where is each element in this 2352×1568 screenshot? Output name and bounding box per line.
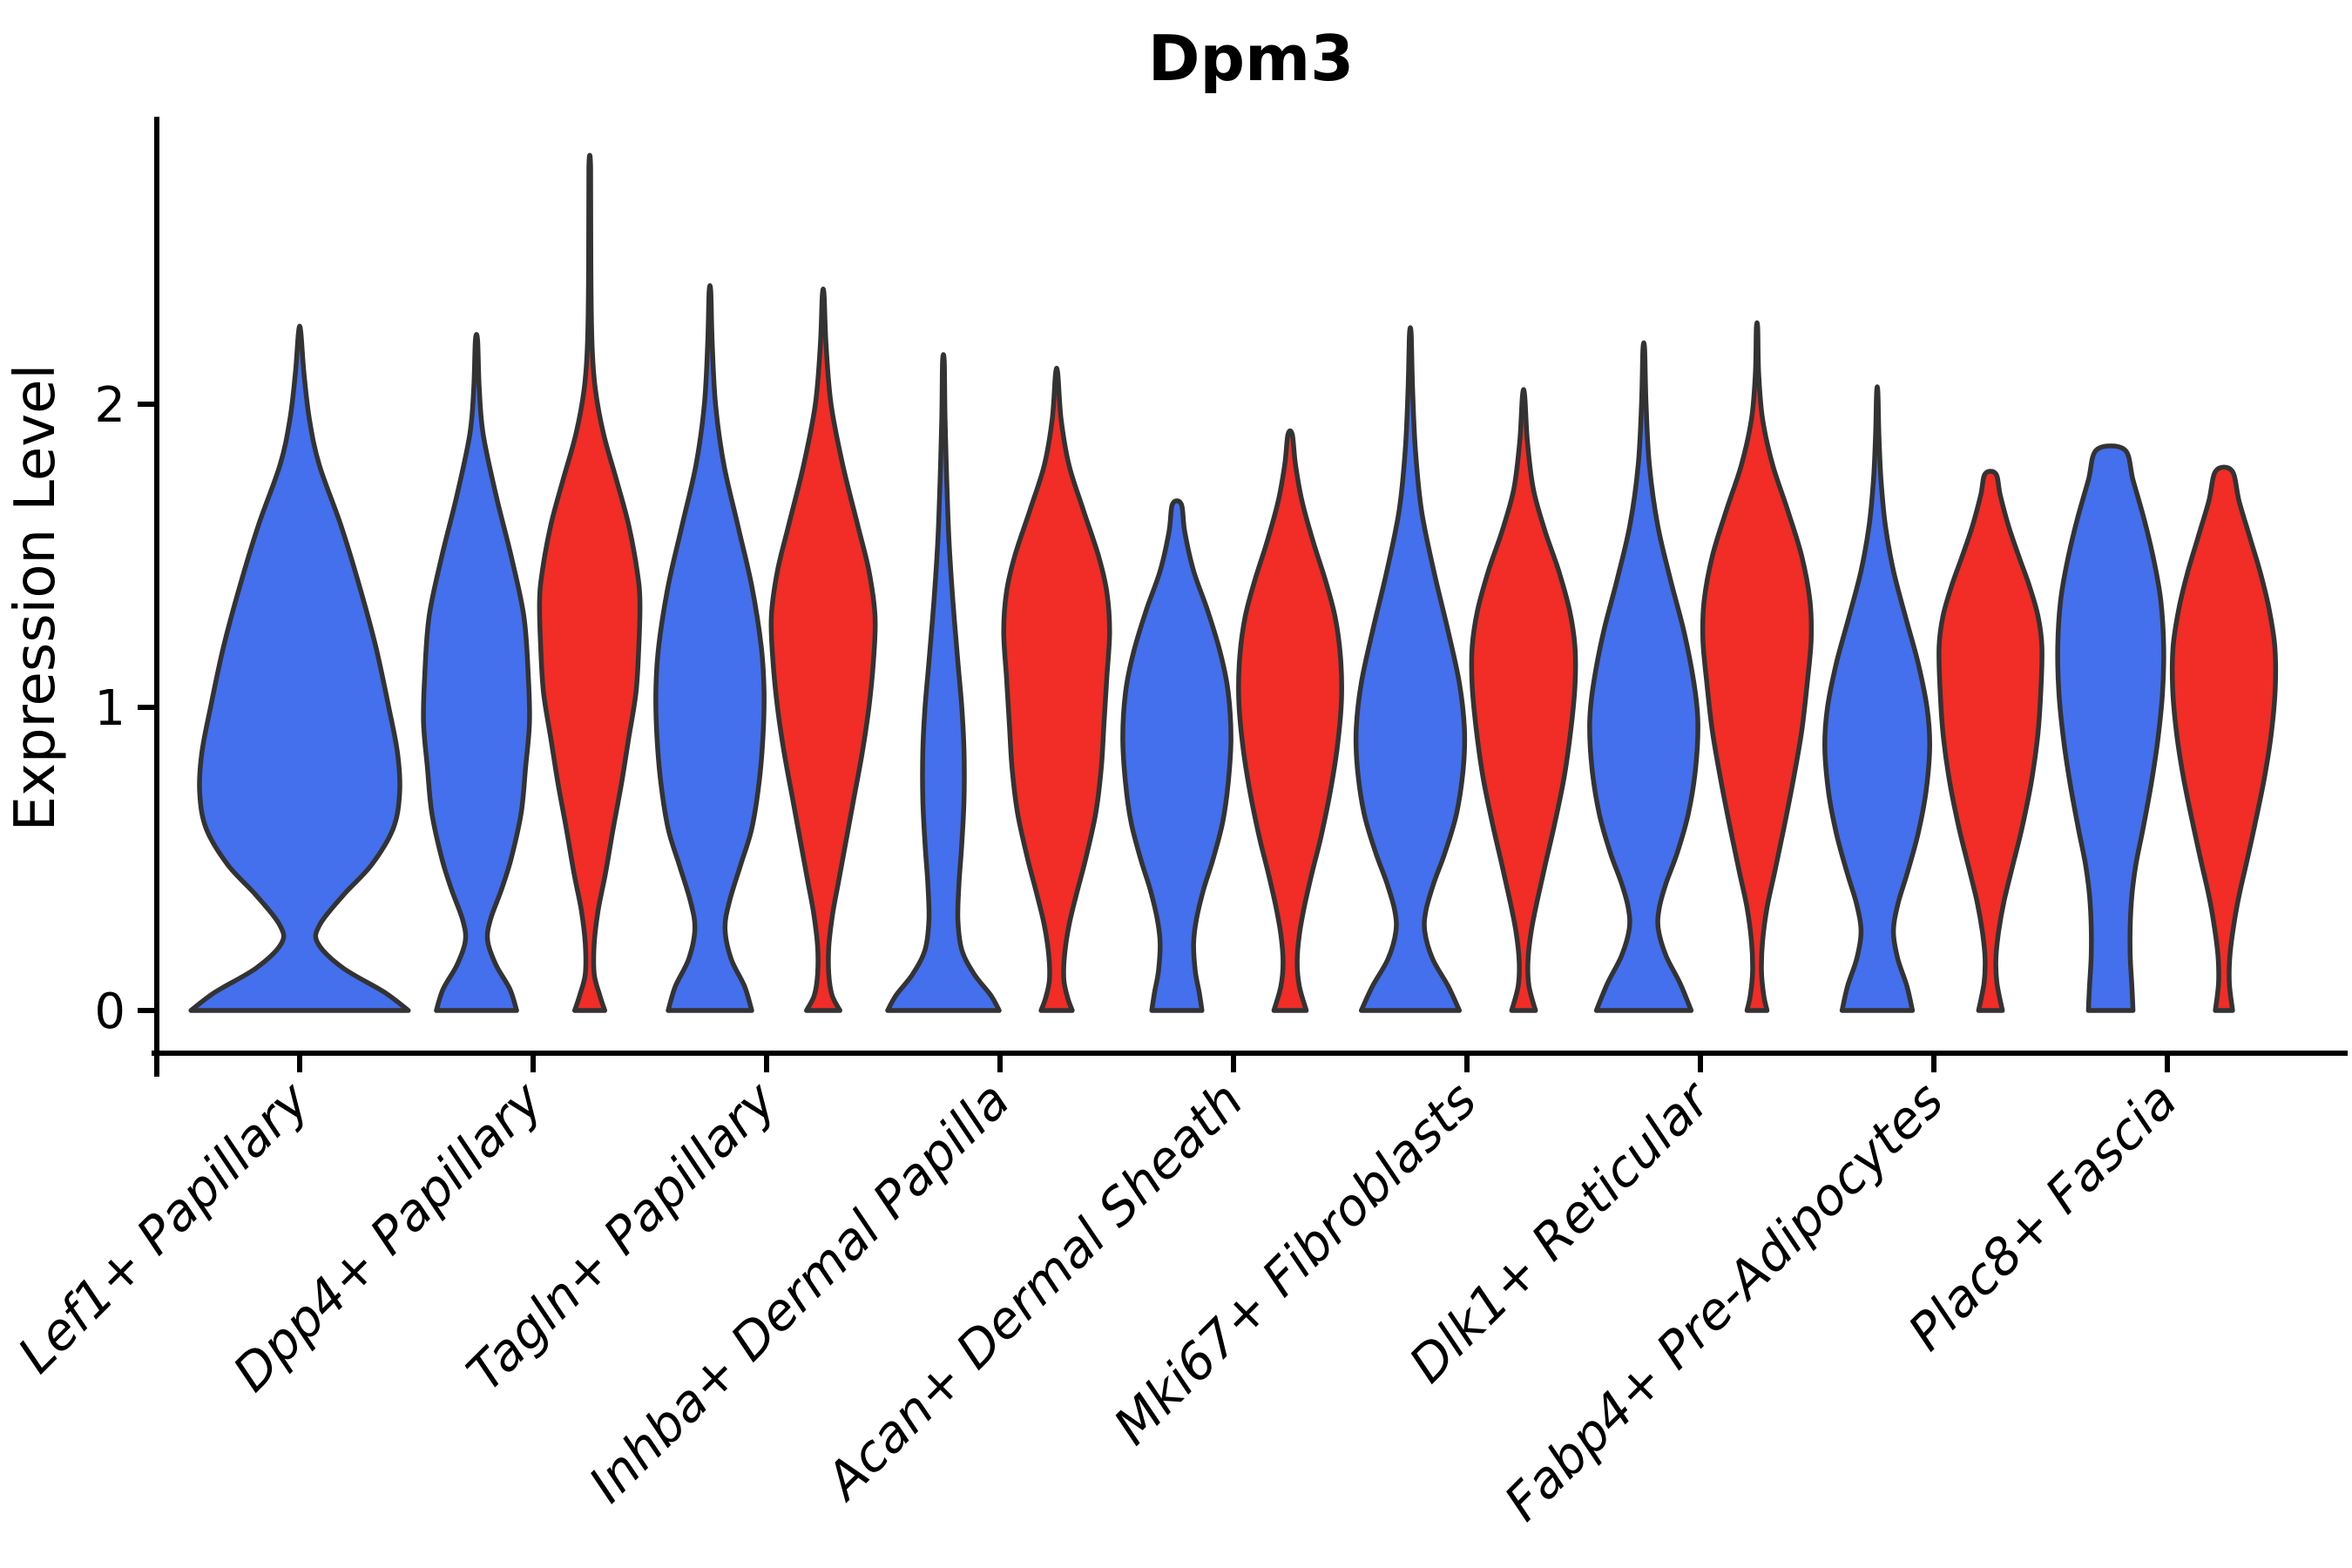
violin-tagln-red [768,286,878,1013]
x-tick-label-acan: Acan+ Dermal Sheath [812,1071,1254,1513]
violin-acan-red [1236,428,1344,1013]
violin-dpp4-red [537,152,643,1013]
y-tick-label: 2 [94,377,125,434]
violin-dlk1-blue [1587,340,1700,1013]
violin-acan-blue [1120,498,1233,1013]
violin-plac8-blue [2055,443,2166,1013]
violin-fabp4-blue [1822,384,1932,1013]
violin-plac8-red [2169,464,2279,1013]
plot-title: Dpm3 [1148,22,1354,95]
violin-lef1-blue [188,323,411,1013]
violin-mki67-red [1469,387,1578,1013]
y-tick-label: 1 [94,680,125,737]
violin-dlk1-red [1700,320,1815,1013]
x-tick-label-inhba: Inhba+ Dermal Papilla [578,1071,1021,1514]
violin-inhba-blue [885,352,1002,1013]
violin-dpp4-blue [421,332,532,1013]
y-axis-label: Expression Level [3,364,68,832]
y-axis: 0 1 2 [94,117,159,1077]
violin-tagln-blue [653,283,767,1013]
violin-mki67-blue [1353,325,1468,1013]
x-tick-label-fabp4: Fabp4+ Pre-Adipocytes [1493,1071,1955,1532]
y-axis-ticks: 0 1 2 [94,377,157,1040]
violin-fabp4-red [1936,469,2044,1013]
violin-series [188,152,2279,1013]
y-tick-label: 0 [94,983,125,1040]
violin-inhba-red [1001,365,1112,1013]
